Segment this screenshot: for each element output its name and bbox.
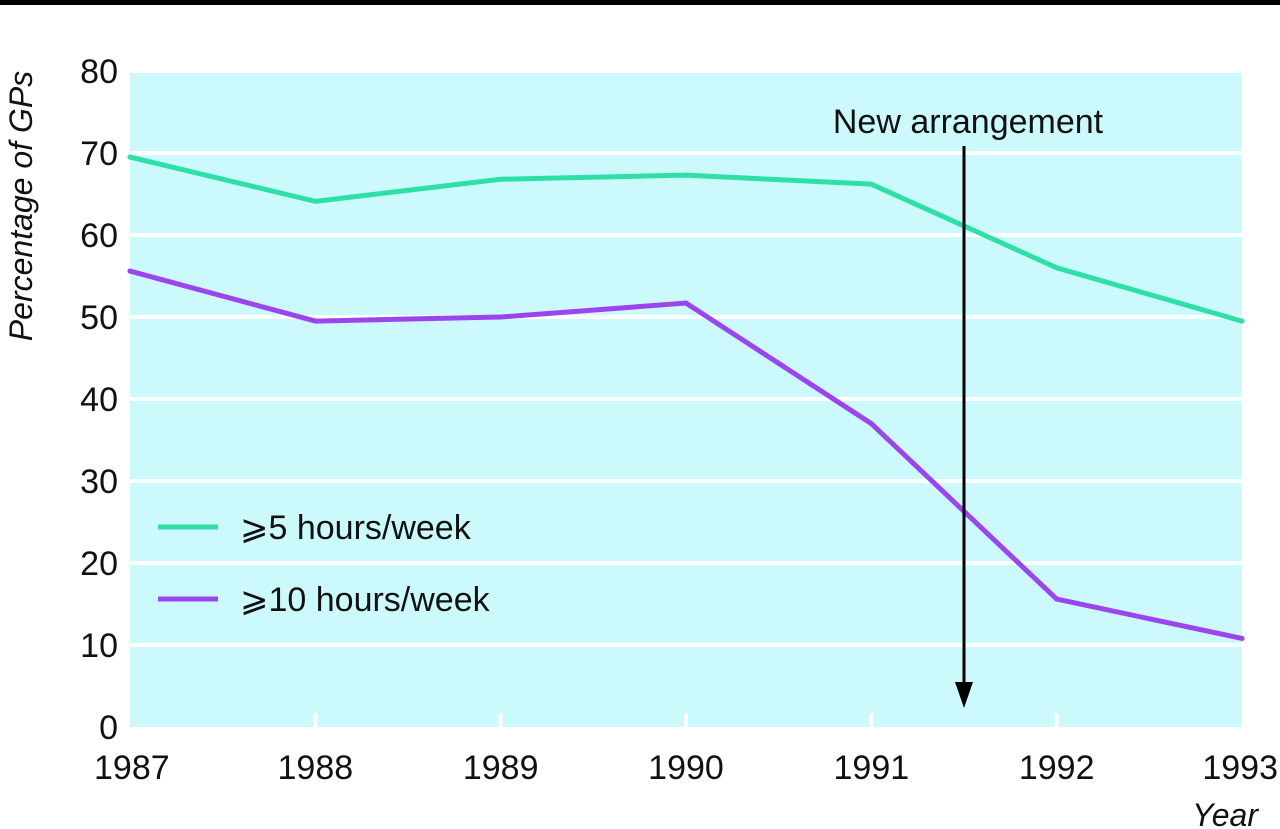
x-tick-labels: 1987 1988 1989 1990 1991 1992 1993: [94, 749, 1278, 787]
series-0-point-1990: [683, 172, 689, 178]
series-1-point-1990: [683, 300, 689, 306]
series-1-point-1987: [127, 268, 133, 274]
series-1-point-1989: [498, 314, 504, 320]
top-rule: [0, 0, 1280, 5]
series-0-point-1989: [498, 176, 504, 182]
series-lines: [127, 154, 1245, 641]
y-tick-label-30: 30: [80, 463, 118, 501]
x-tick-label-1988: 1988: [278, 749, 354, 787]
y-axis-label: Percentage of GPs: [3, 71, 39, 341]
y-tick-label-80: 80: [80, 53, 118, 91]
gridlines: [130, 69, 1242, 647]
series-0-point-1992: [1054, 265, 1060, 271]
annotation-label: New arrangement: [833, 103, 1104, 141]
x-tick-label-1993: 1993: [1202, 749, 1278, 787]
y-tick-label-70: 70: [80, 135, 118, 173]
series-1-point-1993: [1239, 635, 1245, 641]
x-tick-label-1992: 1992: [1019, 749, 1095, 787]
series-1-point-1991: [868, 421, 874, 427]
y-tick-label-10: 10: [80, 627, 118, 665]
series-0-point-1987: [127, 154, 133, 160]
x-tick-marks: [313, 713, 1059, 727]
x-axis-label: Year: [1192, 797, 1259, 829]
y-tick-label-0: 0: [99, 709, 118, 747]
annotation-arrow-head: [955, 682, 973, 708]
legend-label-5-hours: ⩾5 hours/week: [240, 509, 472, 547]
x-tick-label-1989: 1989: [463, 749, 539, 787]
y-tick-label-20: 20: [80, 545, 118, 583]
legend-label-10-hours: ⩾10 hours/week: [240, 581, 491, 619]
series-0-point-1993: [1239, 318, 1245, 324]
annotation: New arrangement: [833, 103, 1104, 708]
series-0-point-1991: [868, 181, 874, 187]
y-tick-label-60: 60: [80, 217, 118, 255]
y-tick-label-50: 50: [80, 299, 118, 337]
x-tick-label-1990: 1990: [648, 749, 724, 787]
series-1-point-1992: [1054, 596, 1060, 602]
x-tick-label-1991: 1991: [834, 749, 910, 787]
series-0-point-1988: [312, 198, 318, 204]
series-1-point-1988: [312, 318, 318, 324]
x-tick-label-1987: 1987: [94, 749, 170, 787]
y-tick-label-40: 40: [80, 381, 118, 419]
y-tick-labels: 0 10 20 30 40 50 60 70 80: [80, 53, 118, 747]
legend: ⩾5 hours/week ⩾10 hours/week: [158, 509, 491, 619]
